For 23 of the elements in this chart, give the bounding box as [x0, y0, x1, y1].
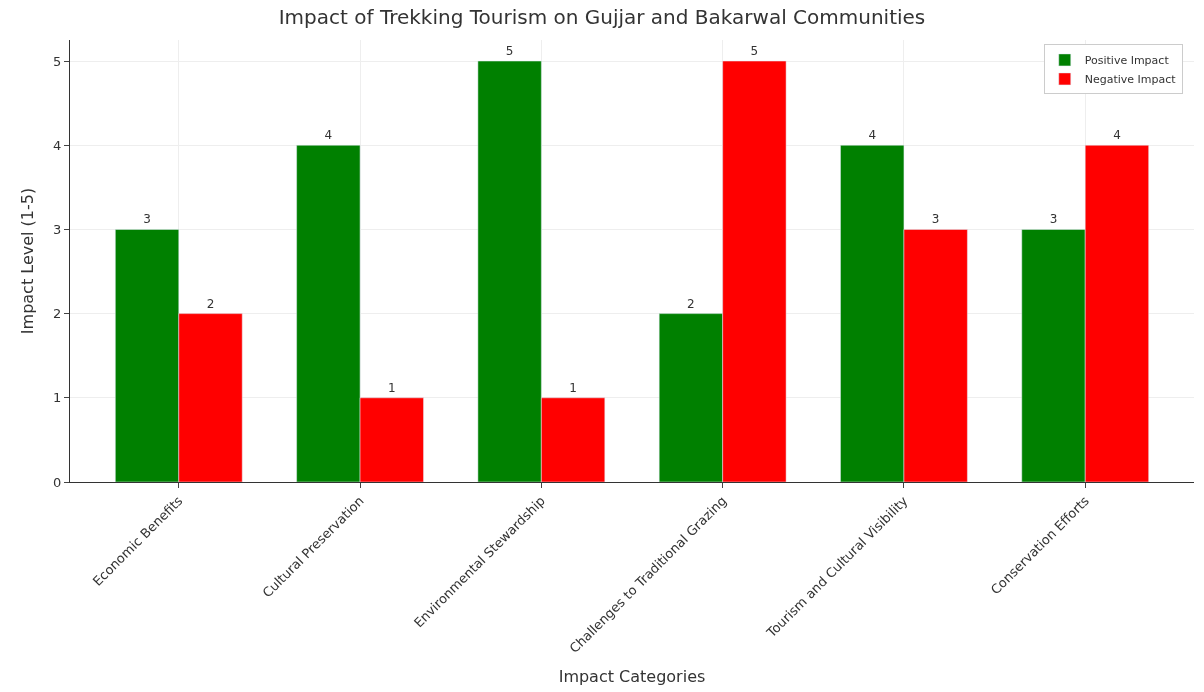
x-axis-title: Impact Categories	[558, 666, 706, 686]
data-label: 4	[324, 128, 333, 143]
data-label: 1	[387, 380, 396, 395]
y-tick-label: 4	[53, 137, 62, 153]
legend-label: Negative Impact	[1084, 73, 1177, 87]
y-tick-label: 1	[53, 390, 62, 406]
legend-label: Positive Impact	[1084, 54, 1170, 68]
y-tick-label: 5	[53, 53, 62, 69]
data-label: 4	[868, 128, 877, 143]
y-axis-title: Impact Level (1-5)	[18, 187, 38, 335]
data-label: 5	[505, 44, 514, 59]
chart-title: Impact of Trekking Tourism on Gujjar and Bakarwal Communities	[278, 5, 926, 30]
data-label: 4	[1113, 128, 1121, 143]
y-tick-label: 2	[53, 306, 62, 322]
data-label: 2	[687, 296, 695, 311]
data-label: 3	[1049, 212, 1058, 227]
y-tick-label: 0	[53, 474, 62, 490]
data-label: 5	[750, 44, 759, 59]
data-label: 3	[931, 212, 940, 227]
data-label: 2	[206, 296, 215, 311]
data-label: 3	[143, 212, 151, 227]
data-label: 1	[569, 380, 577, 395]
y-tick-label: 3	[53, 221, 62, 237]
